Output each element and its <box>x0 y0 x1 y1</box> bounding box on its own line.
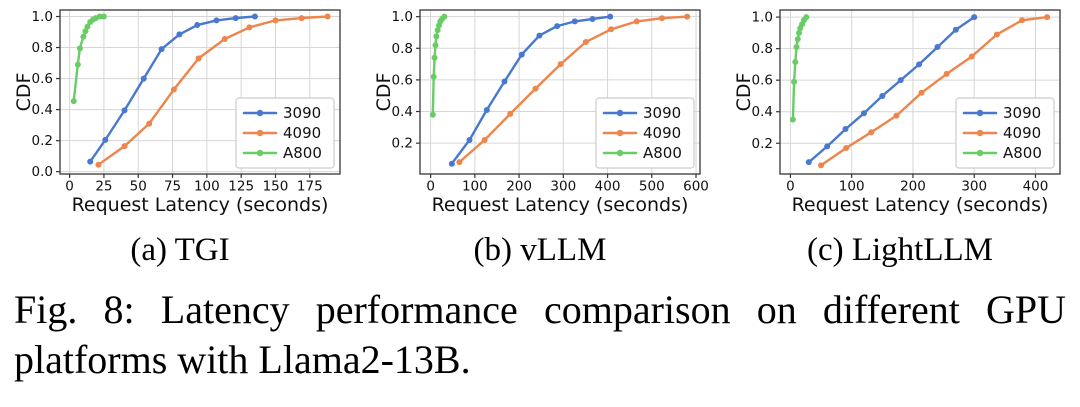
subcaption-c: (c) LightLLM <box>806 232 994 268</box>
svg-text:0.4: 0.4 <box>32 102 53 118</box>
series-3090 <box>87 13 258 165</box>
subcaption-a: (a) TGI <box>130 232 230 268</box>
svg-text:Request Latency (seconds): Request Latency (seconds) <box>432 194 689 216</box>
svg-text:1.0: 1.0 <box>32 9 53 25</box>
svg-text:CDF: CDF <box>373 73 395 112</box>
svg-text:0.2: 0.2 <box>32 133 53 149</box>
svg-text:600: 600 <box>683 179 709 195</box>
plot-frame <box>419 9 701 175</box>
svg-text:0.6: 0.6 <box>392 72 413 88</box>
svg-text:0.6: 0.6 <box>32 71 53 87</box>
svg-text:0.8: 0.8 <box>752 41 773 57</box>
svg-text:0.8: 0.8 <box>392 41 413 57</box>
legend: 3090 4090 A800 <box>235 97 335 169</box>
svg-text:0: 0 <box>65 179 74 195</box>
legend-marker-icon <box>976 129 984 137</box>
legend-label: 3090 <box>643 104 681 122</box>
legend: 3090 4090 A800 <box>595 97 695 169</box>
svg-text:200: 200 <box>506 179 532 195</box>
legend-marker-icon <box>256 149 264 157</box>
svg-text:CDF: CDF <box>733 73 755 112</box>
svg-text:75: 75 <box>164 179 181 195</box>
svg-text:175: 175 <box>297 179 323 195</box>
svg-text:400: 400 <box>1023 179 1049 195</box>
legend-label: 3090 <box>283 104 321 122</box>
plot-frame <box>59 9 341 175</box>
svg-text:50: 50 <box>130 179 147 195</box>
svg-text:CDF: CDF <box>13 73 35 112</box>
svg-text:0.4: 0.4 <box>392 104 413 120</box>
series-4090 <box>456 13 691 166</box>
svg-text:Request Latency (seconds): Request Latency (seconds) <box>72 194 329 216</box>
legend-label: A800 <box>1003 144 1042 162</box>
figure-caption: Fig. 8: Latency performance comparison o… <box>14 285 1066 385</box>
y-axis: 0.2 0.4 0.6 0.8 1.0 CDF <box>373 9 420 152</box>
series-A800 <box>429 13 448 118</box>
legend-label: 3090 <box>1003 104 1041 122</box>
legend-marker-icon <box>616 129 624 137</box>
figure-caption-line1: Fig. 8: Latency performance comparison o… <box>14 287 1066 332</box>
legend-marker-icon <box>616 149 624 157</box>
legend-label: A800 <box>643 144 682 162</box>
series-4090 <box>818 14 1051 169</box>
svg-text:0.2: 0.2 <box>392 136 413 152</box>
svg-text:0: 0 <box>786 179 795 195</box>
plot-frame <box>779 9 1061 175</box>
panel-tgi: 0 25 50 75 100 125 150 175 Request Latency (seco… <box>0 0 360 269</box>
legend-label: A800 <box>283 144 322 162</box>
svg-text:25: 25 <box>95 179 112 195</box>
svg-text:300: 300 <box>961 179 987 195</box>
svg-text:0.8: 0.8 <box>32 40 53 56</box>
figure-caption-line2: platforms with Llama2-13B. <box>14 337 471 382</box>
legend-marker-icon <box>256 109 264 117</box>
svg-text:125: 125 <box>228 179 254 195</box>
svg-text:0.0: 0.0 <box>32 164 53 180</box>
svg-text:100: 100 <box>194 179 220 195</box>
svg-text:200: 200 <box>900 179 926 195</box>
legend-marker-icon <box>616 109 624 117</box>
legend-label: 4090 <box>1003 124 1041 142</box>
svg-text:100: 100 <box>839 179 865 195</box>
svg-text:1.0: 1.0 <box>392 9 413 25</box>
svg-text:Request Latency (seconds): Request Latency (seconds) <box>792 194 1049 216</box>
y-axis: 0.2 0.4 0.6 0.8 1.0 CDF <box>733 10 780 152</box>
legend: 3090 4090 A800 <box>955 97 1055 169</box>
svg-text:500: 500 <box>639 179 665 195</box>
svg-text:0.6: 0.6 <box>752 73 773 89</box>
series-3090 <box>805 14 978 166</box>
series-3090 <box>448 13 614 167</box>
legend-marker-icon <box>976 109 984 117</box>
series-A800 <box>789 14 810 123</box>
svg-text:0.2: 0.2 <box>752 136 773 152</box>
y-axis: 0.0 0.2 0.4 0.6 0.8 1.0 CDF <box>13 9 60 180</box>
legend-label: 4090 <box>283 124 321 142</box>
svg-text:300: 300 <box>550 179 576 195</box>
panel-lightllm: 0 100 200 300 400 Request Latency (seconds) 0.… <box>720 0 1080 269</box>
series-A800 <box>70 13 107 105</box>
svg-text:100: 100 <box>462 179 488 195</box>
svg-text:150: 150 <box>263 179 289 195</box>
legend-marker-icon <box>976 149 984 157</box>
svg-text:0.4: 0.4 <box>752 104 773 120</box>
chart-panels: 0 25 50 75 100 125 150 175 Request Latency (seco… <box>0 0 1080 269</box>
legend-marker-icon <box>256 129 264 137</box>
svg-text:0: 0 <box>426 179 435 195</box>
series-4090 <box>95 13 331 168</box>
svg-text:400: 400 <box>595 179 621 195</box>
subcaption-b: (b) vLLM <box>473 232 607 268</box>
svg-text:1.0: 1.0 <box>752 10 773 26</box>
panel-vllm: 0 100 200 300 400 500 600 Request Latency (seco… <box>360 0 720 269</box>
legend-label: 4090 <box>643 124 681 142</box>
